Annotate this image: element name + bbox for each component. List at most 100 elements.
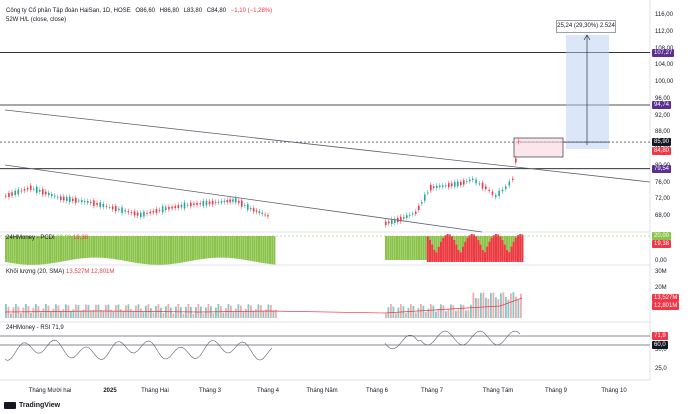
volume-bar	[30, 312, 32, 318]
pcdi-bar-red	[479, 244, 482, 262]
price-tag: 84,80	[652, 146, 672, 155]
pcdi-bar	[231, 236, 234, 259]
pcdi-bar	[400, 236, 403, 260]
volume-bar	[487, 298, 490, 318]
pcdi-bar	[20, 236, 23, 265]
candle-body	[155, 209, 158, 213]
volume-bar	[477, 298, 480, 318]
candle-body	[475, 179, 477, 184]
volume-bar	[497, 299, 500, 318]
pcdi-bar	[33, 236, 36, 265]
price-tick-label: 96,00	[655, 95, 671, 102]
candle-body	[17, 189, 20, 195]
pcdi-bar	[415, 236, 418, 260]
pcdi-bar	[53, 236, 56, 263]
pcdi-bar	[211, 236, 214, 258]
pcdi-bar	[150, 236, 153, 265]
candle-body	[495, 195, 497, 198]
volume-bar	[42, 308, 45, 318]
volume-bar	[492, 292, 495, 318]
pcdi-bar	[126, 236, 128, 262]
pcdi-bar	[194, 236, 197, 261]
volume-bar	[160, 307, 162, 318]
volume-bar	[417, 308, 420, 318]
candle-body	[436, 185, 438, 189]
candle-body	[149, 211, 151, 214]
candle-body	[108, 206, 111, 208]
candle-body	[448, 183, 450, 188]
candle-body	[152, 211, 155, 213]
volume-bar	[465, 310, 467, 318]
volume-bar	[167, 304, 170, 318]
measure-box[interactable]: 25,24 (29,30%) 2.524	[556, 20, 616, 33]
pcdi-bar	[181, 236, 183, 263]
pcdi-bar-red	[440, 241, 442, 262]
candle-body	[183, 202, 186, 209]
pcdi-bar	[57, 236, 60, 263]
volume-bar	[207, 304, 210, 318]
candle-body	[146, 212, 148, 214]
candle-body	[252, 208, 255, 212]
pcdi-bar	[209, 236, 212, 259]
candle-body	[241, 200, 243, 207]
pcdi-bar-red	[506, 250, 508, 262]
pcdi-bar-red	[464, 241, 467, 262]
pane-tick-label: 0,00	[655, 258, 667, 264]
target-zone	[513, 137, 564, 158]
pcdi-bar	[178, 236, 181, 263]
volume-bar	[242, 311, 245, 318]
pcdi-bar-red	[435, 252, 438, 262]
volume-bar	[450, 304, 452, 318]
volume-bar	[425, 312, 427, 318]
pcdi-bar	[123, 236, 126, 261]
pcdi-bar	[273, 236, 276, 265]
pcdi-bar-red	[514, 237, 517, 262]
volume-bar	[250, 305, 252, 318]
volume-bar	[5, 304, 7, 318]
volume-bar	[235, 308, 237, 318]
pcdi-bar-red	[492, 235, 495, 262]
volume-bar	[82, 309, 85, 318]
pcdi-bar	[86, 236, 89, 258]
pcdi-bar	[42, 236, 45, 265]
volume-bar	[142, 312, 145, 318]
pcdi-bar	[506, 236, 508, 260]
candle-body	[508, 181, 511, 186]
tradingview-logo[interactable]: TradingView	[4, 402, 60, 409]
candle-body	[81, 200, 83, 203]
pcdi-bar	[145, 236, 148, 265]
volume-bar	[410, 304, 412, 318]
pcdi-bar	[93, 236, 95, 258]
candle-body	[478, 183, 481, 185]
candle-body	[93, 200, 95, 206]
volume-sma-line	[4, 297, 523, 314]
volume-bar	[10, 313, 12, 318]
pcdi-bar	[167, 236, 170, 265]
pcdi-bar	[16, 236, 18, 264]
volume-bar	[212, 313, 215, 318]
volume-bar	[275, 309, 277, 318]
volume-bar	[430, 304, 432, 318]
candle-body	[223, 200, 226, 203]
volume-bar	[440, 304, 442, 318]
pcdi-bar	[481, 236, 484, 260]
volume-bar	[172, 313, 175, 318]
volume-bar	[447, 309, 450, 318]
pcdi-label: 24HMoney - PCDI 20,00 19,38	[6, 235, 89, 241]
candle-body	[75, 197, 77, 203]
candle-body	[250, 208, 252, 210]
volume-bar	[17, 306, 20, 318]
candle-body	[388, 221, 390, 224]
candle-body	[247, 204, 249, 210]
candle-body	[130, 212, 133, 214]
volume-bar	[485, 297, 487, 318]
price-tick-label: 116,00	[655, 12, 673, 18]
candle-body	[211, 200, 214, 205]
pcdi-bar	[55, 236, 58, 263]
pcdi-bar-red	[457, 249, 460, 262]
pcdi-bar-red	[468, 235, 471, 262]
candle-body	[196, 202, 198, 205]
pcdi-bar	[159, 236, 161, 265]
pcdi-bar-red	[455, 244, 458, 262]
